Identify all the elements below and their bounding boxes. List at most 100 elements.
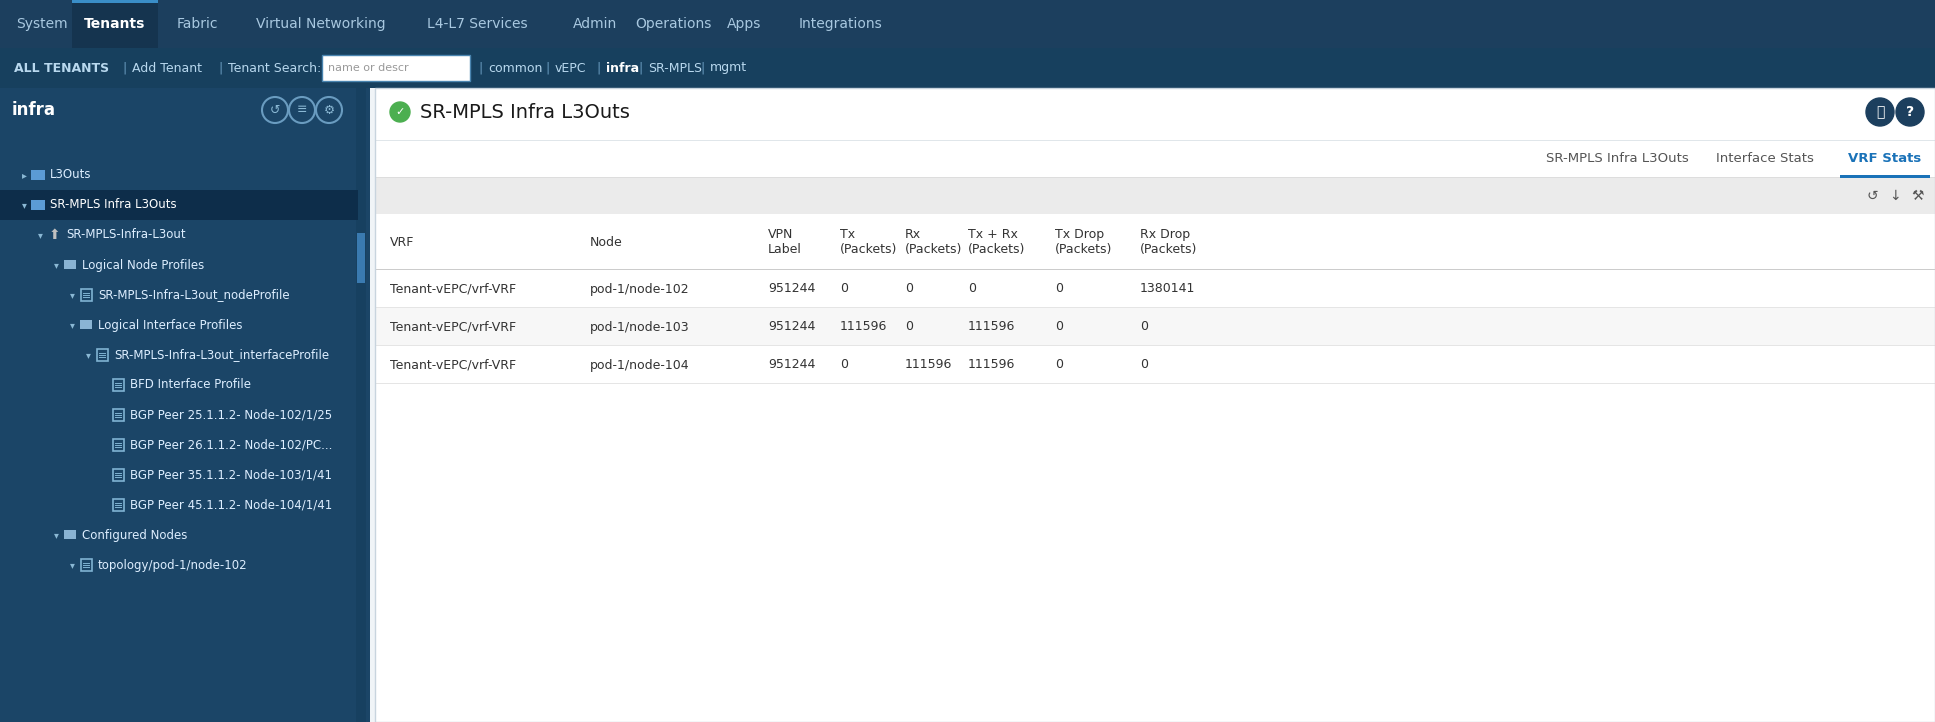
Text: 951244: 951244 [768, 359, 815, 372]
Text: |: | [122, 61, 126, 74]
Text: VPN
Label: VPN Label [768, 228, 801, 256]
Text: ↺: ↺ [1865, 189, 1877, 203]
Circle shape [1865, 98, 1894, 126]
Text: |: | [478, 61, 482, 74]
Text: ▸: ▸ [21, 170, 27, 180]
Text: BGP Peer 45.1.1.2- Node-104/1/41: BGP Peer 45.1.1.2- Node-104/1/41 [130, 498, 333, 511]
Text: 0: 0 [1140, 359, 1147, 372]
Text: SR-MPLS Infra L3Outs: SR-MPLS Infra L3Outs [420, 103, 631, 121]
Circle shape [391, 102, 410, 122]
Bar [375, 214, 1935, 270]
Text: 951244: 951244 [768, 282, 815, 295]
Bar [112, 439, 124, 451]
Text: infra: infra [606, 61, 639, 74]
Text: Tenants: Tenants [85, 17, 145, 31]
Text: ▾: ▾ [54, 530, 58, 540]
Text: topology/pod-1/node-102: topology/pod-1/node-102 [99, 559, 248, 572]
Bar [64, 530, 70, 533]
Circle shape [1896, 98, 1923, 126]
Text: ⚙: ⚙ [323, 103, 335, 116]
Text: ⚒: ⚒ [1912, 189, 1923, 203]
Text: L3Outs: L3Outs [50, 168, 91, 181]
Text: |: | [639, 61, 642, 74]
Bar [79, 320, 93, 329]
Text: |: | [700, 61, 704, 74]
Text: SR-MPLS: SR-MPLS [648, 61, 702, 74]
Text: name or descr: name or descr [329, 63, 408, 73]
Text: Add Tenant: Add Tenant [132, 61, 201, 74]
Text: 0: 0 [840, 282, 848, 295]
Bar [356, 88, 366, 722]
Text: vEPC: vEPC [555, 61, 586, 74]
Text: 0: 0 [968, 282, 975, 295]
Text: |: | [546, 61, 550, 74]
Text: ⓘ: ⓘ [1875, 105, 1885, 119]
Text: Configured Nodes: Configured Nodes [81, 529, 188, 542]
Bar [375, 140, 1935, 141]
Text: ▾: ▾ [70, 560, 74, 570]
Bar [375, 307, 1935, 308]
Text: Tenant-vEPC/vrf-VRF: Tenant-vEPC/vrf-VRF [391, 282, 517, 295]
Bar [375, 177, 1935, 178]
Bar [375, 346, 1935, 384]
Text: ALL TENANTS: ALL TENANTS [14, 61, 108, 74]
Text: Integrations: Integrations [799, 17, 882, 31]
Bar [375, 88, 1935, 722]
Bar [0, 0, 1935, 48]
Text: |: | [219, 61, 223, 74]
Text: SR-MPLS-Infra-L3out: SR-MPLS-Infra-L3out [66, 228, 186, 241]
Text: Admin: Admin [573, 17, 617, 31]
Text: Tenant Search:: Tenant Search: [228, 61, 321, 74]
Bar [112, 499, 124, 511]
Bar [31, 200, 37, 203]
Text: common: common [488, 61, 542, 74]
Bar [64, 530, 75, 539]
Bar [112, 379, 124, 391]
Bar [97, 349, 108, 361]
Text: Tx
(Packets): Tx (Packets) [840, 228, 898, 256]
Text: ▾: ▾ [85, 350, 91, 360]
Text: SR-MPLS Infra L3Outs: SR-MPLS Infra L3Outs [50, 199, 176, 212]
Text: Rx Drop
(Packets): Rx Drop (Packets) [1140, 228, 1198, 256]
Text: BGP Peer 35.1.1.2- Node-103/1/41: BGP Peer 35.1.1.2- Node-103/1/41 [130, 469, 333, 482]
Text: |: | [596, 61, 600, 74]
Bar [79, 320, 85, 323]
Text: Node: Node [590, 235, 623, 248]
Bar [64, 260, 75, 269]
Bar [64, 260, 70, 263]
Text: SR-MPLS-Infra-L3out_interfaceProfile: SR-MPLS-Infra-L3out_interfaceProfile [114, 349, 329, 362]
Bar [375, 140, 1935, 178]
Text: ↺: ↺ [269, 103, 281, 116]
Text: 0: 0 [906, 321, 913, 334]
Text: ✓: ✓ [395, 107, 404, 117]
Text: System: System [15, 17, 68, 31]
Text: 0: 0 [840, 359, 848, 372]
Text: Tx + Rx
(Packets): Tx + Rx (Packets) [968, 228, 1026, 256]
Bar [375, 308, 1935, 346]
Bar [0, 48, 1935, 88]
Bar [375, 178, 1935, 214]
Bar [0, 190, 358, 220]
Text: ?: ? [1906, 105, 1914, 119]
Text: ▾: ▾ [21, 200, 27, 210]
Text: BGP Peer 26.1.1.2- Node-102/PC...: BGP Peer 26.1.1.2- Node-102/PC... [130, 438, 333, 451]
Text: ▾: ▾ [54, 260, 58, 270]
Text: Tx Drop
(Packets): Tx Drop (Packets) [1055, 228, 1113, 256]
Text: Rx
(Packets): Rx (Packets) [906, 228, 962, 256]
Bar [72, 0, 159, 48]
Text: pod-1/node-103: pod-1/node-103 [590, 321, 689, 334]
Bar [81, 289, 93, 301]
Bar [356, 233, 366, 283]
Bar [375, 345, 1935, 346]
Bar [375, 269, 1935, 270]
Text: VRF: VRF [391, 235, 414, 248]
Text: 0: 0 [906, 282, 913, 295]
Text: Operations: Operations [635, 17, 712, 31]
Bar [72, 0, 159, 3]
Text: 0: 0 [1140, 321, 1147, 334]
Text: SR-MPLS Infra L3Outs: SR-MPLS Infra L3Outs [1546, 152, 1689, 165]
Text: Logical Interface Profiles: Logical Interface Profiles [99, 318, 242, 331]
Text: Tenant-vEPC/vrf-VRF: Tenant-vEPC/vrf-VRF [391, 321, 517, 334]
Text: L4-L7 Services: L4-L7 Services [428, 17, 528, 31]
Text: ≡: ≡ [296, 103, 308, 116]
